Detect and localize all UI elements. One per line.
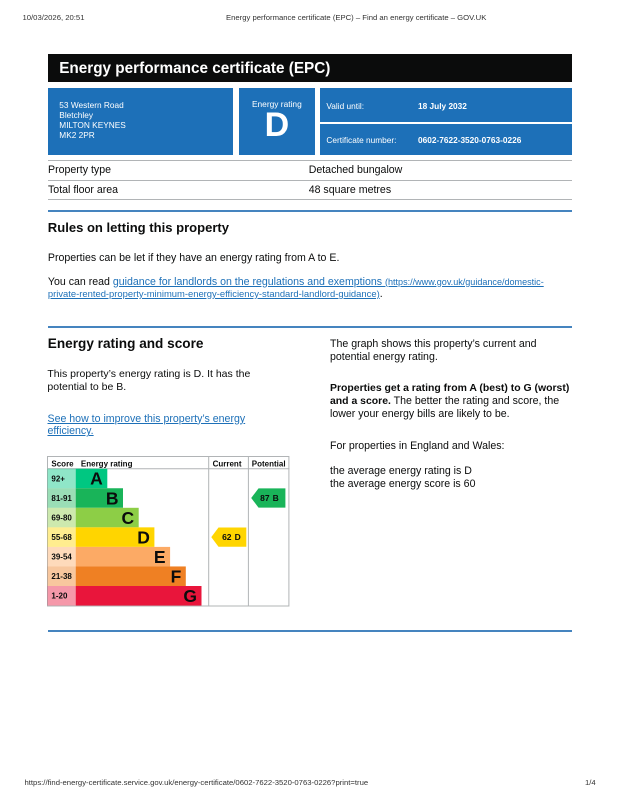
svg-text:Score: Score [52, 460, 75, 469]
svg-text:Current: Current [213, 460, 242, 469]
svg-text:1-20: 1-20 [52, 592, 69, 601]
svg-text:62 D: 62 D [222, 532, 241, 542]
svg-text:C: C [122, 508, 135, 528]
svg-text:B: B [106, 489, 119, 509]
svg-text:F: F [171, 567, 182, 587]
svg-text:81-91: 81-91 [52, 494, 73, 503]
svg-text:E: E [154, 547, 166, 567]
svg-text:55-68: 55-68 [52, 533, 73, 542]
svg-text:D: D [138, 528, 151, 548]
svg-text:G: G [184, 586, 198, 606]
svg-text:87 B: 87 B [260, 493, 279, 503]
svg-text:21-38: 21-38 [52, 572, 73, 581]
svg-text:Potential: Potential [252, 460, 286, 469]
svg-text:Energy rating: Energy rating [81, 460, 133, 469]
svg-text:39-54: 39-54 [52, 553, 73, 562]
svg-text:A: A [90, 469, 103, 489]
svg-text:92+: 92+ [52, 475, 66, 484]
svg-text:69-80: 69-80 [52, 514, 73, 523]
